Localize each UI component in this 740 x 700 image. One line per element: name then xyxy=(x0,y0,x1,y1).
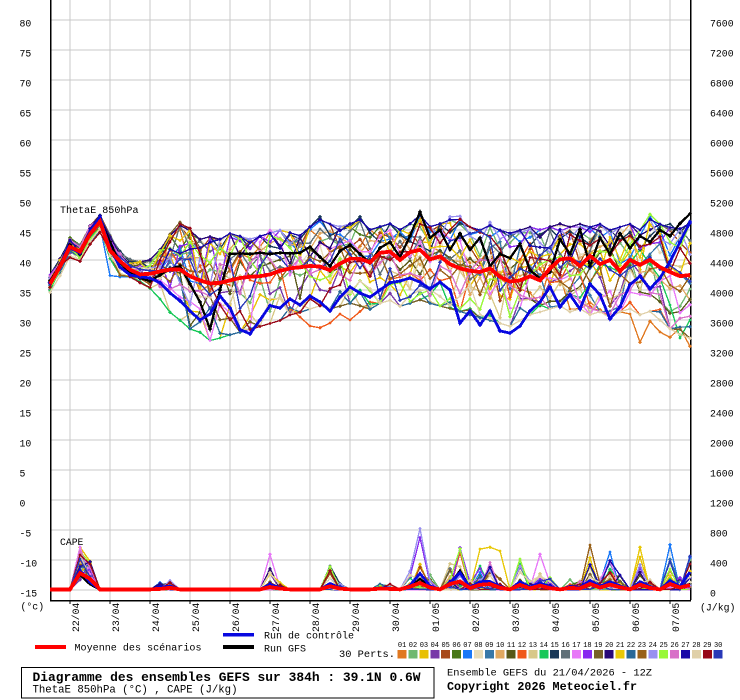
svg-text:Diagramme des ensembles GEFS s: Diagramme des ensembles GEFS sur 384h : … xyxy=(33,670,421,685)
svg-text:04/05: 04/05 xyxy=(551,603,563,632)
svg-text:03: 03 xyxy=(420,642,428,650)
svg-text:Run GFS: Run GFS xyxy=(264,645,306,656)
svg-text:(J/kg): (J/kg) xyxy=(700,603,735,615)
svg-text:7600: 7600 xyxy=(710,19,734,30)
svg-text:Run de contrôle: Run de contrôle xyxy=(264,631,354,643)
svg-text:29: 29 xyxy=(703,642,711,650)
svg-text:29/04: 29/04 xyxy=(351,603,363,632)
svg-text:26/04: 26/04 xyxy=(231,603,243,632)
svg-text:20: 20 xyxy=(20,379,32,390)
svg-text:30 Perts.: 30 Perts. xyxy=(339,650,395,661)
svg-text:45: 45 xyxy=(20,229,32,240)
svg-text:13: 13 xyxy=(529,642,537,650)
svg-text:11: 11 xyxy=(507,642,515,650)
svg-text:26: 26 xyxy=(670,642,678,650)
svg-text:CAPE: CAPE xyxy=(60,538,83,549)
svg-text:800: 800 xyxy=(710,529,728,540)
svg-text:35: 35 xyxy=(20,289,32,300)
svg-text:75: 75 xyxy=(20,49,32,60)
svg-text:80: 80 xyxy=(20,19,32,30)
svg-text:65: 65 xyxy=(20,109,32,120)
svg-text:18: 18 xyxy=(583,642,591,650)
svg-text:17: 17 xyxy=(572,642,580,650)
svg-text:01: 01 xyxy=(398,642,406,650)
svg-text:05: 05 xyxy=(441,642,449,650)
svg-text:3600: 3600 xyxy=(710,319,734,330)
svg-text:55: 55 xyxy=(20,169,32,180)
svg-text:21: 21 xyxy=(616,642,624,650)
svg-text:09: 09 xyxy=(485,642,493,650)
svg-text:Copyright 2026 Meteociel.fr: Copyright 2026 Meteociel.fr xyxy=(447,680,637,694)
svg-text:23/04: 23/04 xyxy=(111,603,123,632)
svg-text:10: 10 xyxy=(496,642,504,650)
svg-text:25: 25 xyxy=(659,642,667,650)
svg-text:7200: 7200 xyxy=(710,49,734,60)
svg-text:02/05: 02/05 xyxy=(471,603,483,632)
svg-text:01/05: 01/05 xyxy=(431,603,443,632)
svg-text:0: 0 xyxy=(710,589,716,600)
svg-text:27/04: 27/04 xyxy=(271,603,283,632)
svg-text:28/04: 28/04 xyxy=(311,603,323,632)
svg-text:30: 30 xyxy=(714,642,722,650)
svg-text:23: 23 xyxy=(638,642,646,650)
svg-text:70: 70 xyxy=(20,79,32,90)
svg-text:06/05: 06/05 xyxy=(631,603,643,632)
svg-text:1600: 1600 xyxy=(710,469,734,480)
svg-text:30: 30 xyxy=(20,319,32,330)
svg-text:28: 28 xyxy=(692,642,700,650)
svg-text:06: 06 xyxy=(452,642,460,650)
svg-text:15: 15 xyxy=(20,409,32,420)
svg-text:Moyenne des scénarios: Moyenne des scénarios xyxy=(75,643,202,655)
svg-text:6800: 6800 xyxy=(710,79,734,90)
svg-text:07/05: 07/05 xyxy=(671,603,683,632)
svg-text:60: 60 xyxy=(20,139,32,150)
svg-text:07: 07 xyxy=(463,642,471,650)
svg-text:50: 50 xyxy=(20,199,32,210)
svg-text:03/05: 03/05 xyxy=(511,603,523,632)
svg-text:12: 12 xyxy=(518,642,526,650)
svg-text:(°c): (°c) xyxy=(21,602,45,614)
svg-text:5200: 5200 xyxy=(710,199,734,210)
svg-text:2400: 2400 xyxy=(710,409,734,420)
svg-text:02: 02 xyxy=(409,642,417,650)
svg-text:24/04: 24/04 xyxy=(151,603,163,632)
svg-text:25/04: 25/04 xyxy=(191,603,203,632)
svg-text:30/04: 30/04 xyxy=(391,603,403,632)
svg-text:-10: -10 xyxy=(20,559,38,570)
svg-text:40: 40 xyxy=(20,259,32,270)
svg-text:0: 0 xyxy=(20,499,26,510)
svg-text:ThetaE 850hPa (°C) , CAPE (J/k: ThetaE 850hPa (°C) , CAPE (J/kg) xyxy=(33,685,238,697)
svg-text:27: 27 xyxy=(681,642,689,650)
svg-text:4400: 4400 xyxy=(710,259,734,270)
svg-text:-15: -15 xyxy=(20,589,38,600)
svg-text:Ensemble GEFS du 21/04/2026 -: Ensemble GEFS du 21/04/2026 - 12Z xyxy=(447,668,652,680)
svg-text:1200: 1200 xyxy=(710,499,734,510)
svg-text:4000: 4000 xyxy=(710,289,734,300)
svg-text:19: 19 xyxy=(594,642,602,650)
svg-text:25: 25 xyxy=(20,349,32,360)
svg-text:6400: 6400 xyxy=(710,109,734,120)
svg-text:22: 22 xyxy=(627,642,635,650)
svg-text:4800: 4800 xyxy=(710,229,734,240)
svg-text:20: 20 xyxy=(605,642,613,650)
svg-text:-5: -5 xyxy=(20,529,32,540)
svg-text:5: 5 xyxy=(20,469,26,480)
svg-text:2800: 2800 xyxy=(710,379,734,390)
svg-text:16: 16 xyxy=(561,642,569,650)
svg-text:10: 10 xyxy=(20,439,32,450)
svg-text:2000: 2000 xyxy=(710,439,734,450)
svg-text:04: 04 xyxy=(431,642,439,650)
svg-text:05/05: 05/05 xyxy=(591,603,603,632)
svg-text:08: 08 xyxy=(474,642,482,650)
svg-text:24: 24 xyxy=(649,642,657,650)
svg-text:14: 14 xyxy=(540,642,548,650)
svg-text:15: 15 xyxy=(550,642,558,650)
svg-text:5600: 5600 xyxy=(710,169,734,180)
svg-text:6000: 6000 xyxy=(710,139,734,150)
svg-text:400: 400 xyxy=(710,559,728,570)
svg-text:22/04: 22/04 xyxy=(71,603,83,632)
svg-text:3200: 3200 xyxy=(710,349,734,360)
svg-text:ThetaE 850hPa: ThetaE 850hPa xyxy=(60,205,139,217)
